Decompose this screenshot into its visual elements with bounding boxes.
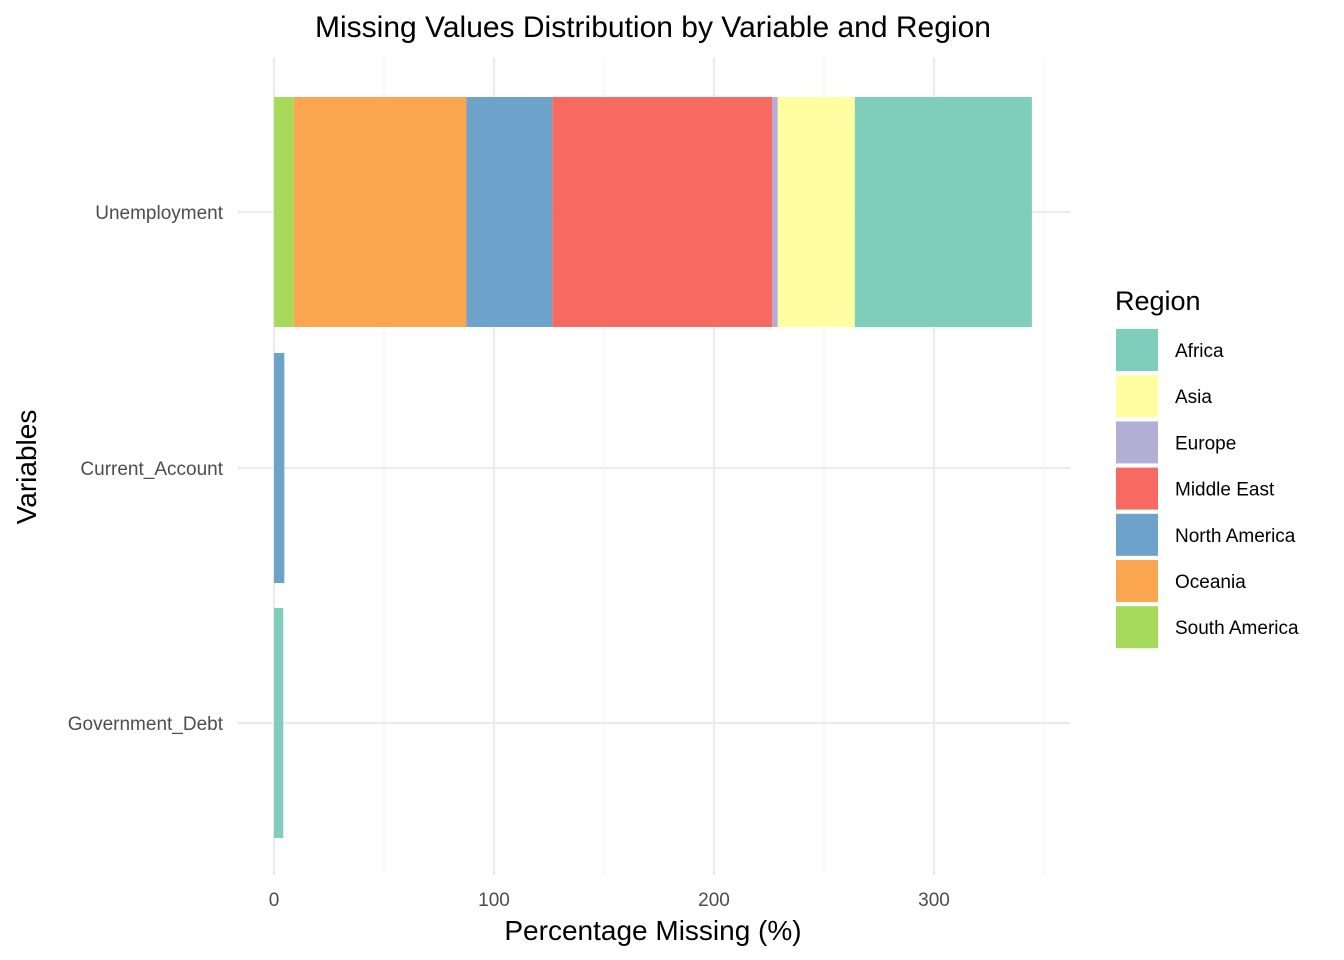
legend-swatch — [1116, 513, 1158, 556]
bar-segment — [772, 97, 778, 327]
x-tick-label: 300 — [918, 890, 950, 911]
bar-segment — [777, 97, 855, 327]
bar-segment — [552, 97, 773, 327]
bar-segment — [274, 608, 284, 838]
x-tick-label: 200 — [698, 890, 730, 911]
legend-swatch — [1116, 560, 1158, 602]
x-tick-labels: 0 100 200 300 — [269, 890, 950, 911]
x-tick-label: 100 — [478, 890, 510, 911]
bar-segment — [274, 353, 285, 583]
legend-swatch — [1116, 606, 1158, 649]
x-tick-label: 0 — [269, 890, 280, 911]
legend-label: North America — [1175, 526, 1296, 547]
legend-swatch — [1116, 467, 1158, 510]
bars — [274, 97, 1032, 838]
legend-label: Oceania — [1175, 572, 1246, 593]
y-tick-label: Unemployment — [95, 203, 223, 224]
legend-label: Europe — [1175, 433, 1236, 454]
legend-swatch — [1116, 329, 1158, 371]
legend-title: Region — [1115, 286, 1201, 316]
bar-segment — [854, 97, 1032, 327]
bar-segment — [274, 97, 294, 327]
y-tick-label: Government_Debt — [68, 714, 224, 735]
bar-segment — [293, 97, 467, 327]
legend-swatch — [1116, 375, 1158, 418]
y-axis-title: Variables — [11, 410, 42, 525]
y-tick-label: Current_Account — [80, 459, 223, 480]
x-axis-title: Percentage Missing (%) — [504, 915, 801, 946]
legend-label: Middle East — [1175, 480, 1275, 501]
legend-label: South America — [1175, 618, 1299, 639]
legend-label: Asia — [1175, 387, 1212, 408]
bar-segment — [466, 97, 553, 327]
legend-label: Africa — [1175, 341, 1224, 362]
chart-title: Missing Values Distribution by Variable … — [315, 11, 991, 44]
y-tick-labels: Unemployment Current_Account Government_De… — [68, 203, 224, 735]
legend-swatch — [1116, 421, 1158, 464]
legend: Region Africa Asia Europe Middle East North … — [1115, 286, 1299, 649]
